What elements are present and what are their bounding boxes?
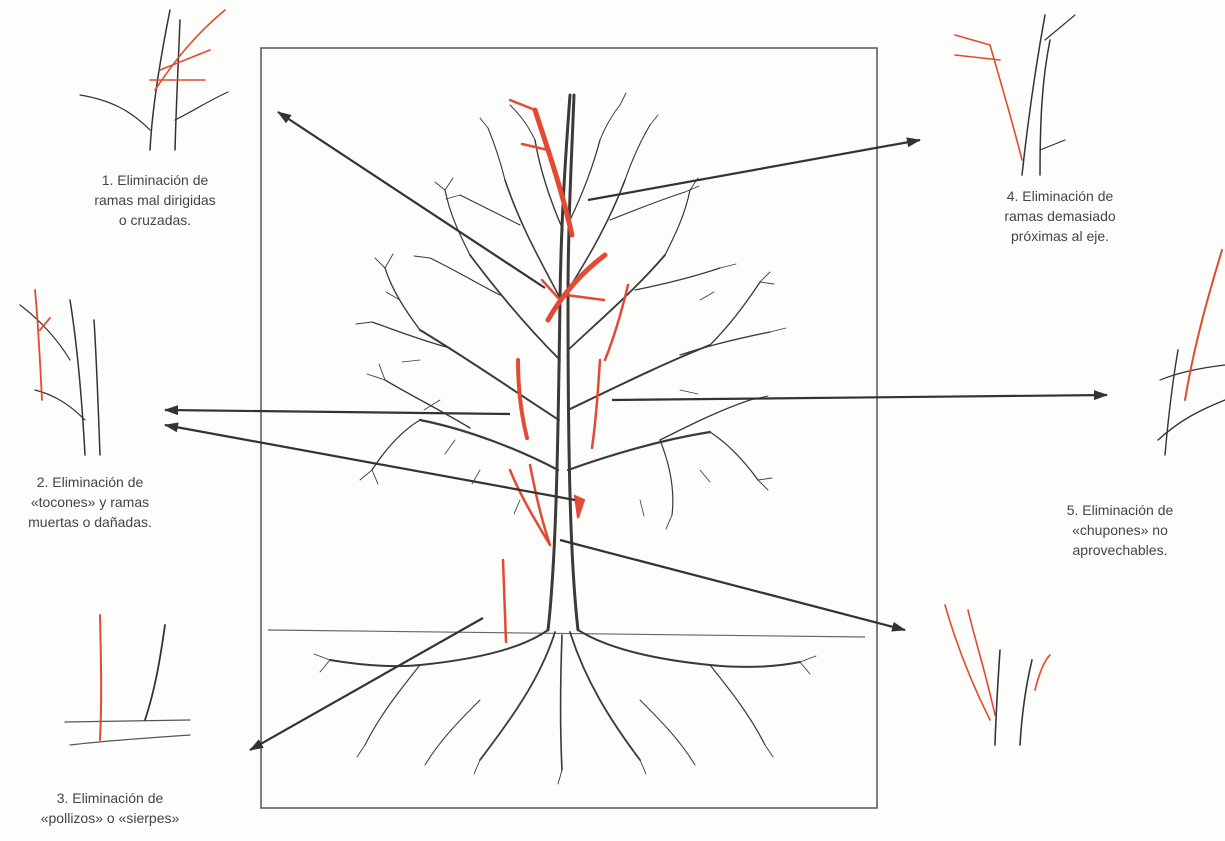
arrow-3: [249, 617, 484, 751]
arrow-2a: [164, 405, 511, 416]
cut-branches: [501, 98, 630, 644]
caption-3-line-2: «pollizos» o «sierpes»: [40, 810, 180, 826]
arrow-4: [587, 137, 921, 202]
caption-5-line-2: «chupones» no: [1072, 522, 1168, 538]
detail-sketch-6: [944, 604, 1051, 746]
caption-1: 1. Eliminación de ramas mal dirigidas o …: [55, 170, 255, 230]
arrows: [164, 111, 1108, 751]
detail-sketch-1: [79, 9, 229, 151]
caption-3: 3. Eliminación de «pollizos» o «sierpes»: [10, 788, 210, 828]
caption-5: 5. Eliminación de «chupones» no aprovech…: [1020, 500, 1220, 560]
caption-1-line-2: ramas mal dirigidas: [94, 192, 216, 208]
caption-5-line-3: aprovechables.: [1072, 542, 1168, 558]
caption-3-line-1: 3. Eliminación de: [56, 790, 164, 806]
ground-line: [267, 629, 866, 638]
detail-sketch-4: [954, 14, 1076, 176]
caption-2-line-2: «tocones» y ramas: [30, 494, 150, 510]
detail-sketch-2: [19, 289, 101, 456]
caption-2-line-3: muertas o dañadas.: [28, 514, 152, 530]
caption-2-line-1: 2. Eliminación de: [36, 474, 144, 490]
detail-sketch-5: [1157, 249, 1225, 456]
diagram-frame: [260, 47, 878, 809]
detail-sketch-3: [64, 614, 191, 746]
caption-4: 4. Eliminación de ramas demasiado próxim…: [960, 186, 1160, 246]
arrow-6: [559, 538, 906, 632]
caption-1-line-1: 1. Eliminación de: [101, 172, 209, 188]
arrow-5: [611, 390, 1108, 402]
caption-2: 2. Eliminación de «tocones» y ramas muer…: [0, 472, 190, 532]
caption-4-line-2: ramas demasiado: [1004, 208, 1116, 224]
caption-5-line-1: 5. Eliminación de: [1066, 502, 1174, 518]
caption-1-line-3: o cruzadas.: [118, 212, 192, 228]
arrow-2b: [164, 422, 576, 502]
caption-4-line-3: próximas al eje.: [1010, 228, 1110, 244]
caption-4-line-1: 4. Eliminación de: [1006, 188, 1114, 204]
arrow-1: [277, 111, 546, 289]
tree: [313, 92, 817, 785]
